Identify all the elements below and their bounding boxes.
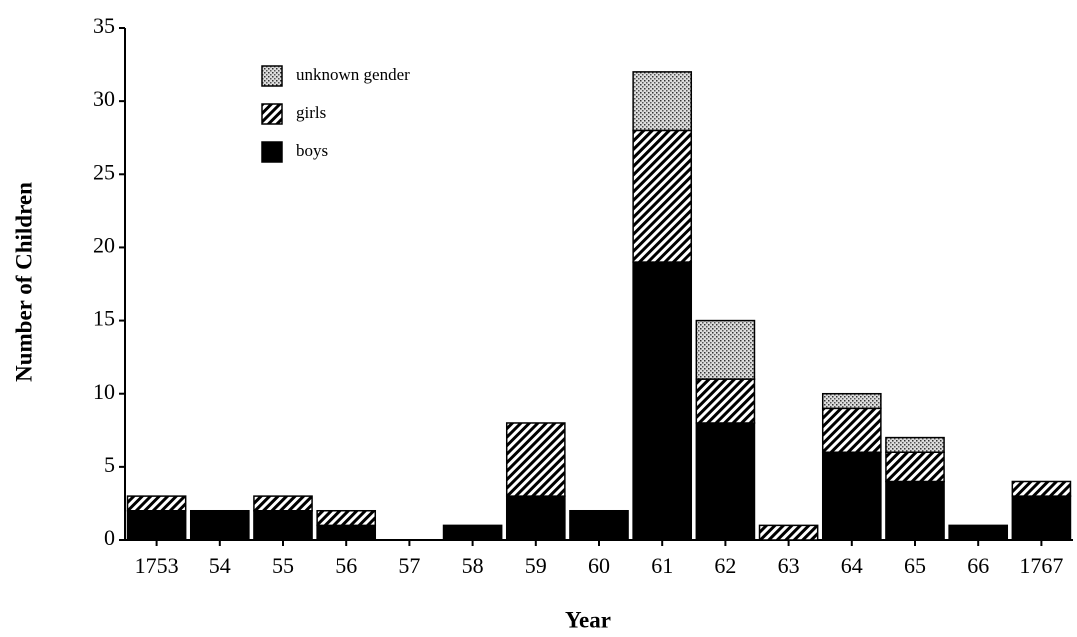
bar-segment [695, 422, 756, 541]
x-tick-label: 1753 [135, 553, 179, 578]
bar-segment [948, 524, 1009, 541]
y-tick-label: 20 [93, 232, 115, 257]
y-tick-label: 5 [104, 452, 115, 477]
bar-segment [1011, 480, 1072, 497]
x-tick-label: 62 [714, 553, 736, 578]
x-tick-label: 60 [588, 553, 610, 578]
bar-segment [505, 422, 566, 497]
bar-segment [885, 451, 945, 483]
x-tick-label: 55 [272, 553, 294, 578]
legend-label: unknown gender [296, 65, 410, 84]
y-tick-label: 15 [93, 306, 115, 331]
x-tick-label: 63 [778, 553, 800, 578]
legend-label: boys [296, 141, 328, 160]
x-tick-label: 56 [335, 553, 357, 578]
bar-segment [569, 509, 629, 541]
x-tick-label: 64 [841, 553, 863, 578]
x-axis-title: Year [565, 607, 611, 632]
x-tick-label: 1767 [1019, 553, 1063, 578]
bar-segment [632, 71, 693, 132]
bar-segment [253, 495, 313, 512]
bar-segment [885, 436, 945, 453]
y-tick-label: 35 [93, 13, 115, 38]
x-tick-label: 54 [209, 553, 231, 578]
x-tick-label: 66 [967, 553, 989, 578]
x-tick-label: 59 [525, 553, 547, 578]
x-tick-label: 57 [398, 553, 420, 578]
bar-segment [316, 524, 377, 541]
legend-label: girls [296, 103, 326, 122]
legend-swatch [261, 103, 283, 125]
x-tick-label: 61 [651, 553, 673, 578]
bar-segment [1011, 495, 1072, 541]
y-axis-title: Number of Children [11, 182, 36, 382]
legend-swatch [261, 141, 283, 163]
y-tick-label: 25 [93, 159, 115, 184]
bar-segment [821, 451, 882, 541]
bar-segment [632, 129, 693, 263]
bar-segment [126, 495, 187, 512]
bar-segment [442, 524, 503, 541]
bar-segment [821, 392, 882, 410]
x-tick-label: 58 [462, 553, 484, 578]
y-tick-label: 0 [104, 525, 115, 550]
bar-segment [758, 524, 819, 541]
y-tick-label: 10 [93, 379, 115, 404]
bar-segment [253, 509, 313, 541]
legend-swatch [261, 65, 283, 87]
bar-segment [505, 495, 566, 541]
x-tick-label: 65 [904, 553, 926, 578]
bar-segment [695, 319, 756, 380]
bar-segment [126, 509, 187, 541]
bar-segment [316, 509, 377, 527]
bar-segment [885, 480, 945, 541]
bar-segment [821, 407, 882, 453]
bar-segment [189, 509, 250, 541]
y-tick-label: 30 [93, 86, 115, 111]
bar-segment [632, 261, 693, 541]
bar-segment [695, 378, 756, 424]
